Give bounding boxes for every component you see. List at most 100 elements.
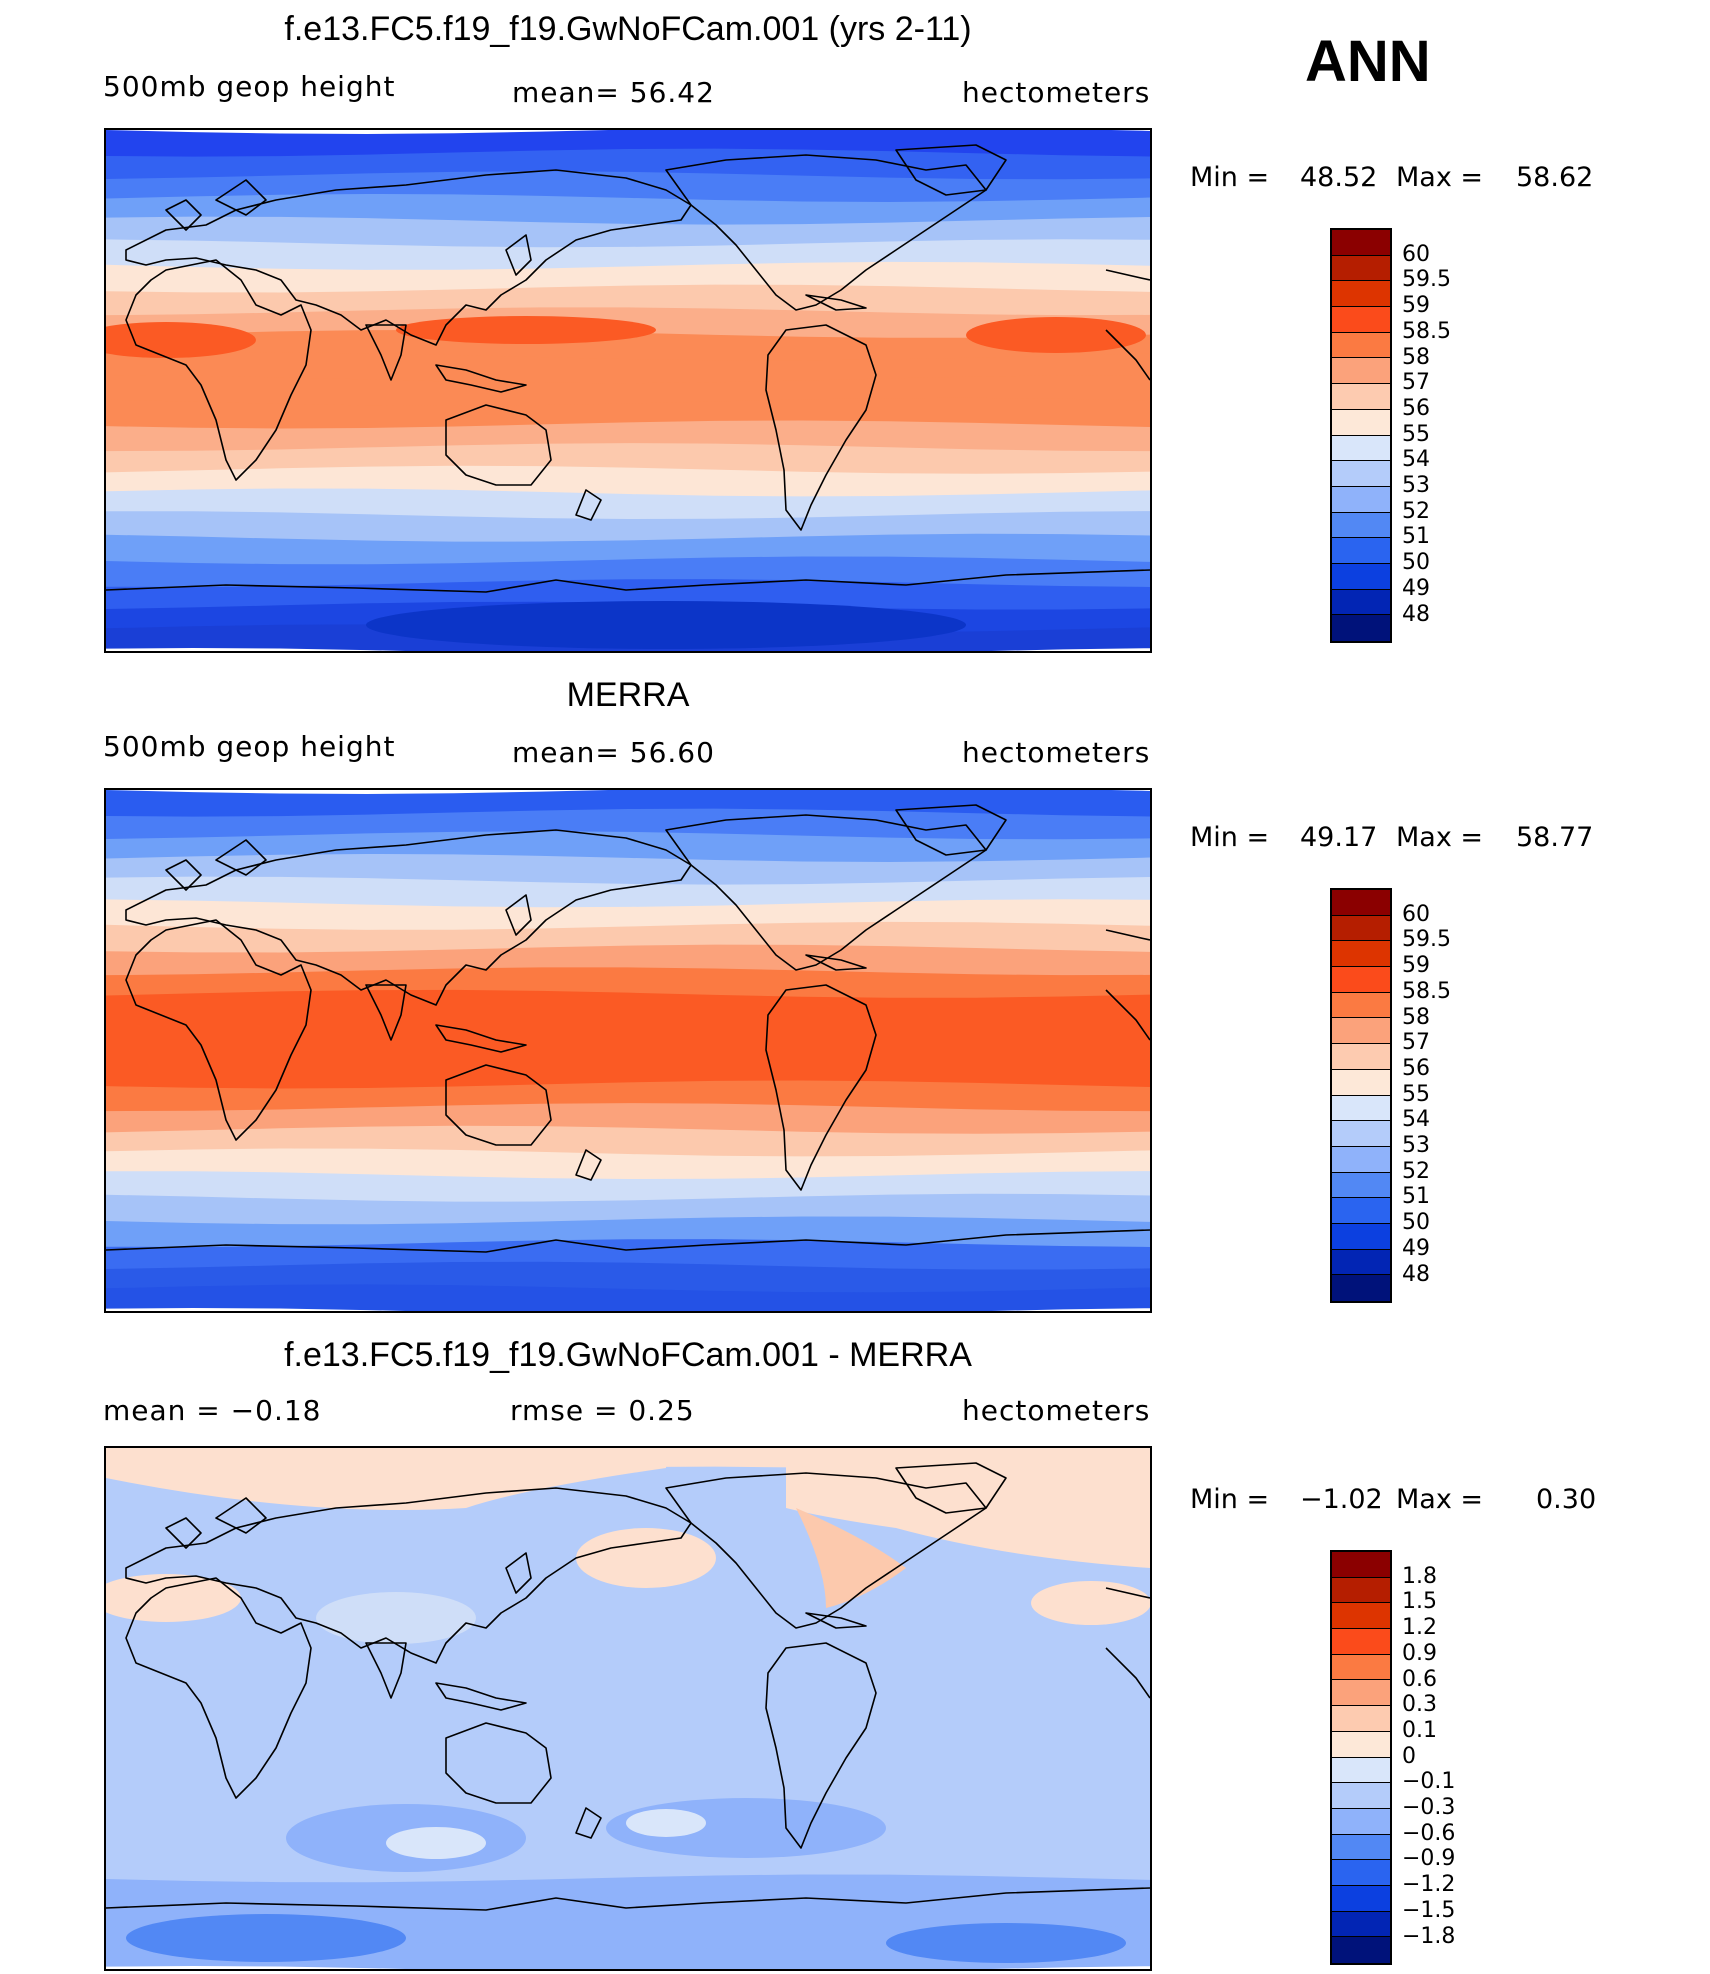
colorbar-segment (1332, 1834, 1390, 1861)
panel3-positive-anomaly-namerica (796, 1508, 906, 1608)
colorbar-tick-label: 59.5 (1402, 267, 1451, 293)
panel2-contour-bands (106, 790, 1150, 1311)
coastline (125, 259, 312, 481)
colorbar-tick-label: 55 (1402, 1081, 1430, 1107)
colorbar-tick-label: −0.9 (1402, 1846, 1456, 1872)
colorbar-tick-label: −1.8 (1402, 1923, 1456, 1949)
contour-band (106, 944, 1150, 977)
colorbar-segment (1332, 1223, 1390, 1250)
panel2-map-svg (106, 790, 1150, 1311)
contour-band (106, 556, 1150, 589)
contour-band (106, 352, 1150, 385)
colorbar-segment (1332, 1629, 1390, 1655)
colorbar-segment (1332, 538, 1390, 564)
colorbar-tick-label: −1.5 (1402, 1897, 1456, 1923)
coastline (575, 1149, 602, 1181)
colorbar-segment (1332, 1552, 1390, 1578)
panel1-min-label: Min = (1190, 162, 1270, 193)
coastline (106, 569, 1150, 593)
panel2-mean-label: mean= 56.60 (512, 736, 715, 769)
colorbar-segment (1332, 941, 1390, 968)
colorbar-segment (1332, 486, 1390, 513)
colorbar-segment (1332, 1783, 1390, 1809)
colorbar-segment (1332, 512, 1390, 539)
colorbar-segment (1332, 1095, 1390, 1122)
coastline (365, 1642, 407, 1699)
contour-band (106, 1012, 1150, 1045)
coastline (125, 169, 692, 346)
panel3-max-label: Max = (1396, 1484, 1484, 1515)
coastline (665, 1472, 987, 1629)
contour-band (106, 261, 1150, 294)
colorbar-tick-label: −0.3 (1402, 1795, 1456, 1820)
contour-band (106, 1261, 1150, 1294)
colorbar-tick-label: 52 (1402, 1158, 1430, 1184)
coastline (805, 294, 867, 311)
colorbar-segment (1332, 332, 1390, 359)
panel1-low-cell (366, 601, 966, 649)
colorbar-tick-label: 53 (1402, 1133, 1430, 1158)
colorbar-segment (1332, 1146, 1390, 1173)
colorbar-segment (1332, 1121, 1390, 1147)
colorbar-tick-label: 59 (1402, 953, 1430, 979)
colorbar-segment (1332, 435, 1390, 462)
contour-band (106, 130, 1150, 158)
coastline (805, 954, 867, 971)
contour-band (106, 488, 1150, 521)
coastline (165, 179, 267, 231)
contour-band (106, 790, 1150, 818)
panel1-max-value: 58.62 (1516, 162, 1594, 193)
colorbar-segment (1332, 1885, 1390, 1912)
colorbar-segment (1332, 230, 1390, 256)
colorbar-tick-label: 56 (1402, 395, 1430, 421)
contour-band (106, 1284, 1150, 1311)
coastline (1105, 269, 1150, 381)
colorbar-segment (1332, 615, 1390, 641)
contour-band (106, 1670, 1150, 1703)
colorbar-tick-label: 1.8 (1402, 1563, 1437, 1589)
panel3-title: f.e13.FC5.f19_f19.GwNoFCam.001 - MERRA (284, 1336, 972, 1374)
colorbar-tick-label: 59.5 (1402, 927, 1451, 953)
panel1-map-svg (106, 130, 1150, 651)
coastline (665, 154, 987, 311)
panel3-units-label: hectometers (962, 1394, 1151, 1427)
panel1-mean-label: mean= 56.42 (512, 76, 715, 109)
contour-band (106, 148, 1150, 181)
coastline (125, 1577, 312, 1799)
coastline (365, 324, 407, 381)
panel1-left-label: 500mb geop height (103, 70, 396, 103)
panel2-left-label: 500mb geop height (103, 730, 396, 763)
panel3-rmse-label: rmse = 0.25 (510, 1394, 695, 1427)
panel1-max-label: Max = (1396, 162, 1484, 193)
panel2-colorbar (1330, 888, 1392, 1304)
colorbar-segment (1332, 409, 1390, 436)
colorbar-segment (1332, 1018, 1390, 1045)
coastline (106, 1229, 1150, 1253)
season-label: ANN (1305, 29, 1431, 94)
coastline (665, 814, 987, 971)
coastline (805, 1612, 867, 1629)
panel3-positive-anomaly-pacific (576, 1528, 716, 1588)
panel1-map (104, 128, 1152, 653)
coastline (1105, 1587, 1150, 1699)
contour-band (106, 1148, 1150, 1181)
colorbar-segment (1332, 1275, 1390, 1301)
coastline (435, 1682, 527, 1711)
colorbar-segment (1332, 1860, 1390, 1886)
colorbar-segment (1332, 255, 1390, 282)
colorbar-segment (1332, 1731, 1390, 1758)
colorbar-tick-label: 1.5 (1402, 1589, 1437, 1615)
panel2-max-label: Max = (1396, 822, 1484, 853)
colorbar-tick-label: 58.5 (1402, 978, 1451, 1004)
colorbar-tick-label: 1.2 (1402, 1615, 1437, 1641)
coastline (765, 324, 877, 531)
colorbar-segment (1332, 992, 1390, 1019)
coastline (765, 1642, 877, 1849)
colorbar-tick-label: 0.9 (1402, 1640, 1437, 1666)
colorbar-tick-label: 58 (1402, 344, 1430, 370)
colorbar-tick-label: 57 (1402, 1030, 1430, 1056)
panel2-title: MERRA (566, 676, 690, 714)
colorbar-tick-label: 57 (1402, 370, 1430, 396)
coastline (765, 984, 877, 1191)
colorbar-segment (1332, 915, 1390, 942)
